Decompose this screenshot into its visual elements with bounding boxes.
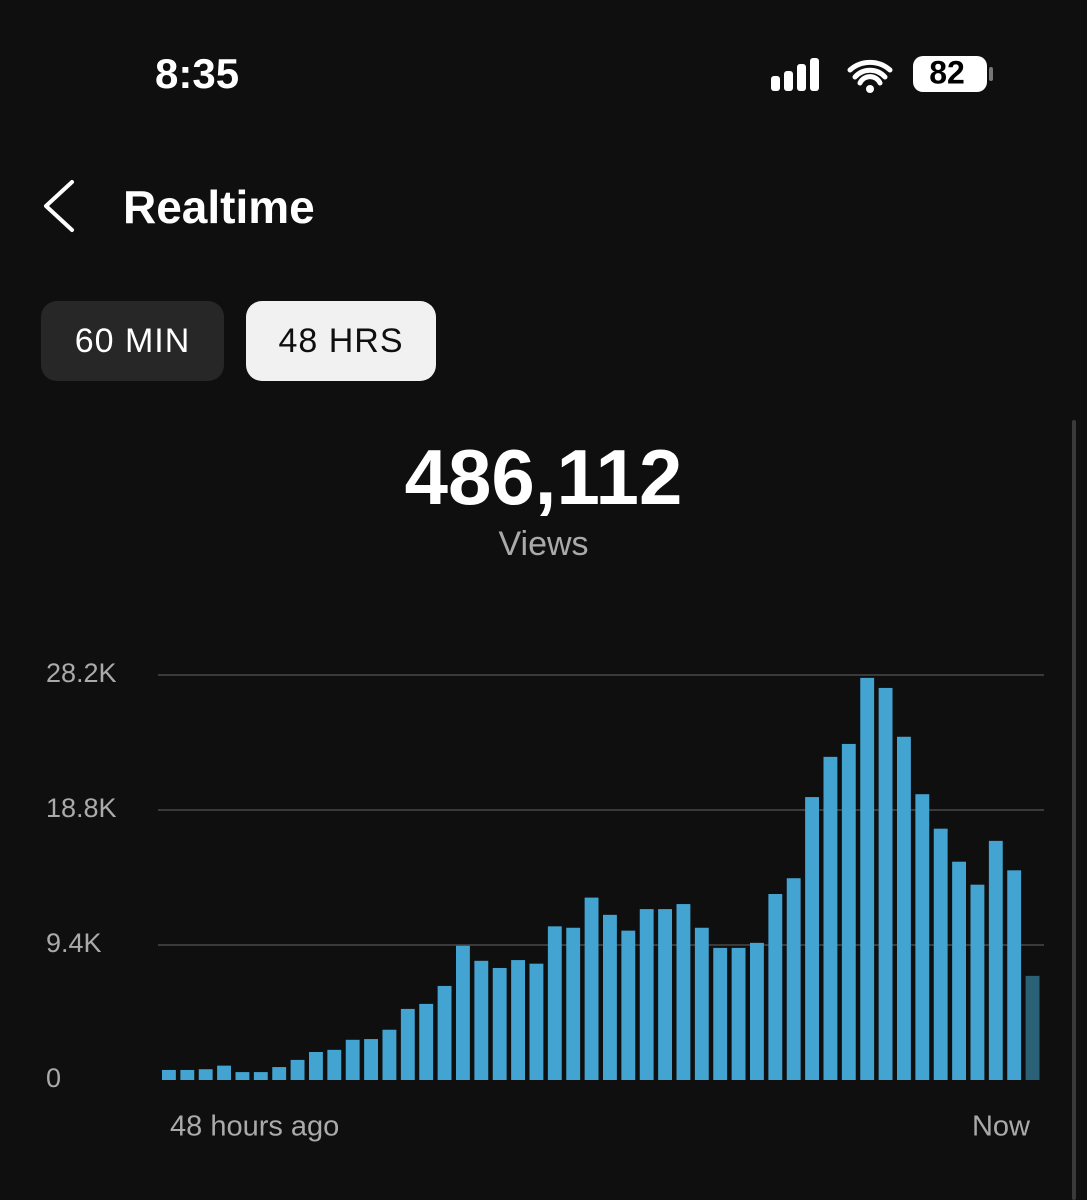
battery-level: 82 <box>929 54 965 90</box>
tab[interactable]: 48 HRS <box>246 301 436 381</box>
bar <box>750 942 764 1080</box>
bar <box>566 927 581 1080</box>
bar <box>290 1059 305 1080</box>
wifi-dot <box>866 85 874 93</box>
bar <box>180 1069 195 1080</box>
chart: 0 9.4K 18.8K 28.2K 48 hours ago Now <box>46 658 1044 1143</box>
bar <box>511 960 525 1080</box>
bar <box>823 756 838 1080</box>
bar <box>474 960 489 1080</box>
bar <box>805 797 819 1080</box>
bar <box>952 861 966 1080</box>
bar <box>786 878 801 1080</box>
y-tick-label: 0 <box>46 1063 61 1093</box>
bar <box>456 945 470 1080</box>
status-time: 8:35 <box>155 50 240 97</box>
bar <box>1007 870 1022 1080</box>
page-title: Realtime <box>123 181 315 233</box>
bar <box>327 1049 342 1080</box>
bar <box>897 736 911 1080</box>
bar <box>272 1067 287 1080</box>
total-views: 486,112 <box>404 433 683 521</box>
battery-body <box>913 56 987 92</box>
bar <box>162 1069 176 1080</box>
bar <box>676 904 691 1080</box>
x-axis-label: 48 hours ago <box>170 1111 339 1143</box>
tab[interactable]: 60 MIN <box>41 301 224 381</box>
bar <box>309 1051 323 1080</box>
bar <box>198 1069 213 1080</box>
bar <box>584 897 599 1080</box>
bar <box>364 1039 378 1080</box>
bar <box>970 884 985 1080</box>
status-icons: 82 <box>771 54 993 93</box>
bar <box>731 947 746 1080</box>
bar <box>547 926 562 1080</box>
bar <box>768 894 783 1080</box>
scrollbar <box>1072 420 1076 1200</box>
bar <box>253 1072 268 1080</box>
total-label: Views <box>498 525 589 563</box>
bar <box>235 1072 250 1080</box>
back-button[interactable] <box>40 178 80 234</box>
bar <box>713 947 728 1080</box>
bar <box>217 1065 231 1080</box>
bar <box>382 1029 397 1080</box>
battery-tip <box>989 67 993 81</box>
bar <box>603 914 617 1080</box>
signal-icon <box>771 58 819 91</box>
bar <box>694 927 709 1080</box>
bar <box>915 794 930 1080</box>
bar <box>639 909 654 1080</box>
wifi-icon <box>847 59 893 86</box>
bar <box>437 985 452 1080</box>
x-axis-label: Now <box>972 1111 1031 1143</box>
bar <box>492 967 507 1080</box>
bar <box>529 963 544 1080</box>
bar <box>345 1039 360 1080</box>
y-tick-label: 9.4K <box>46 928 102 958</box>
bar <box>658 909 672 1080</box>
bar <box>841 743 856 1080</box>
bar <box>1025 975 1040 1080</box>
bar <box>860 677 875 1080</box>
bar <box>878 687 893 1080</box>
y-tick-label: 28.2K <box>46 658 117 688</box>
bar <box>400 1008 415 1080</box>
bar <box>988 840 1003 1080</box>
bar <box>933 828 948 1080</box>
bar <box>419 1003 434 1080</box>
y-tick-label: 18.8K <box>46 793 117 823</box>
bar <box>621 930 636 1080</box>
